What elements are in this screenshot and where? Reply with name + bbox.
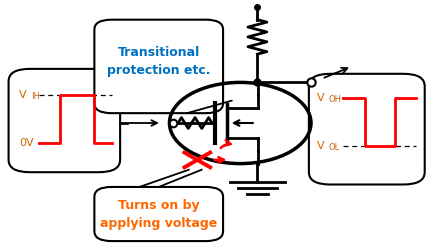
Text: OH: OH — [329, 95, 341, 104]
FancyBboxPatch shape — [94, 187, 223, 241]
Text: Transitional
protection etc.: Transitional protection etc. — [107, 46, 211, 77]
Text: 0V: 0V — [19, 138, 34, 148]
Text: V: V — [317, 93, 324, 103]
Text: OL: OL — [329, 143, 340, 152]
Text: IH: IH — [31, 92, 40, 101]
FancyBboxPatch shape — [9, 69, 120, 172]
Text: V: V — [19, 90, 27, 100]
FancyBboxPatch shape — [94, 20, 223, 113]
Text: V: V — [317, 141, 324, 151]
Text: Turns on by
applying voltage: Turns on by applying voltage — [100, 199, 218, 230]
FancyBboxPatch shape — [309, 74, 425, 184]
